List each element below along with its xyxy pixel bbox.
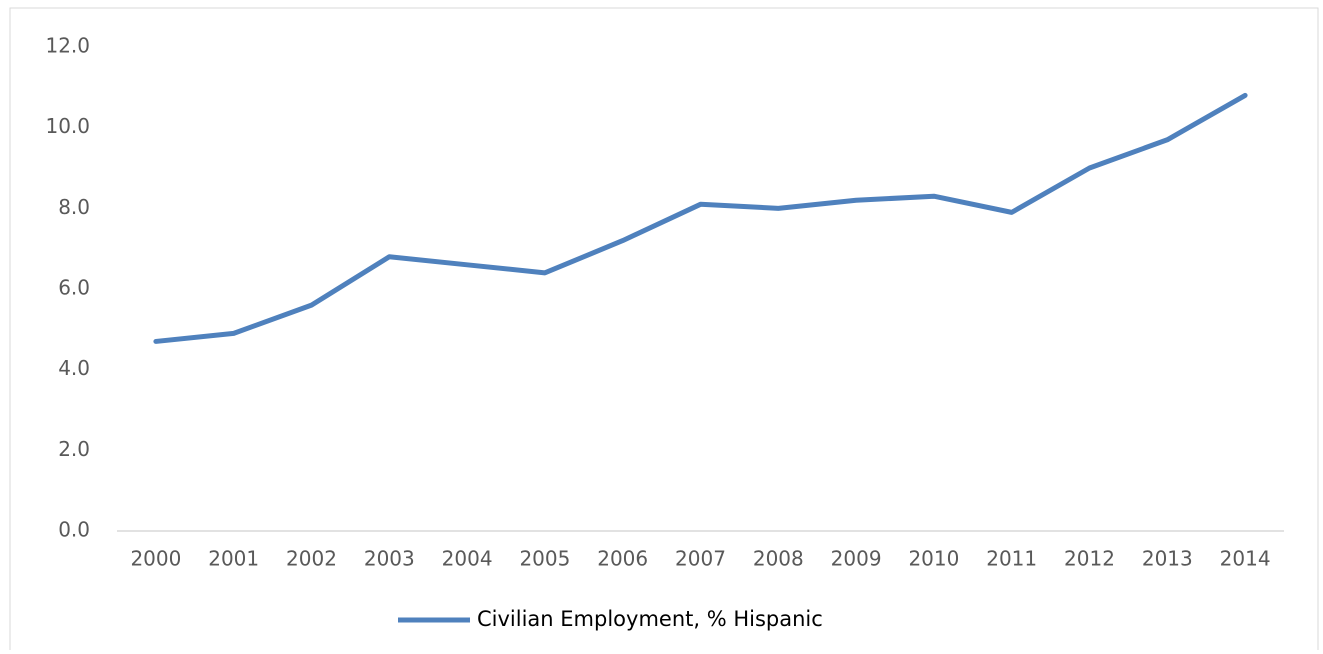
legend-text: Civilian Employment, % Hispanic — [477, 607, 823, 631]
y-tick-label: 2.0 — [58, 437, 90, 461]
x-tick-label: 2004 — [442, 547, 493, 571]
x-tick-label: 2006 — [597, 547, 648, 571]
y-tick-label: 4.0 — [58, 356, 90, 380]
x-tick-label: 2011 — [986, 547, 1037, 571]
y-tick-label: 10.0 — [45, 114, 90, 138]
x-tick-label: 2003 — [364, 547, 415, 571]
x-tick-label: 2007 — [675, 547, 726, 571]
y-tick-label: 6.0 — [58, 276, 90, 300]
x-tick-label: 2005 — [519, 547, 570, 571]
y-tick-label: 0.0 — [58, 518, 90, 542]
data-line — [153, 92, 1248, 344]
y-tick-label: 8.0 — [58, 195, 90, 219]
x-tick-label: 2001 — [208, 547, 259, 571]
x-tick-label: 2012 — [1064, 547, 1115, 571]
chart-frame — [9, 7, 1319, 654]
x-tick-label: 2002 — [286, 547, 337, 571]
x-tick-label: 2014 — [1220, 547, 1271, 571]
x-tick-label: 2009 — [831, 547, 882, 571]
y-tick-label: 12.0 — [45, 34, 90, 58]
x-tick-label: 2008 — [753, 547, 804, 571]
x-tick-label: 2000 — [130, 547, 181, 571]
x-tick-label: 2010 — [908, 547, 959, 571]
x-tick-label: 2013 — [1142, 547, 1193, 571]
